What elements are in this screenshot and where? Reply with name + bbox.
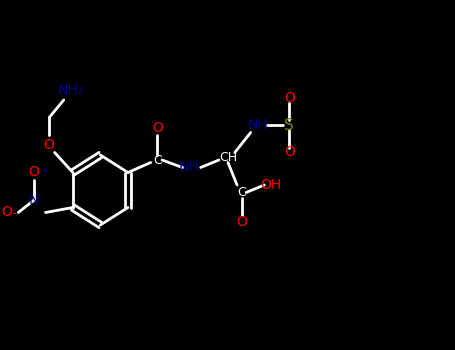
Text: O: O: [152, 120, 163, 134]
Text: NH: NH: [179, 161, 200, 175]
Text: NH₂: NH₂: [57, 83, 84, 97]
Text: C: C: [237, 186, 246, 199]
Text: +: +: [40, 167, 48, 176]
Text: NH: NH: [247, 118, 268, 132]
Text: O: O: [29, 166, 40, 180]
Text: OH: OH: [261, 178, 282, 192]
Text: -: -: [11, 207, 16, 220]
Text: C: C: [153, 154, 162, 167]
Text: O: O: [44, 138, 55, 152]
Text: N: N: [29, 193, 40, 207]
Text: O: O: [284, 146, 295, 160]
Text: CH: CH: [219, 151, 237, 164]
Text: O: O: [1, 205, 12, 219]
Text: O: O: [284, 91, 295, 105]
Text: O: O: [236, 216, 247, 230]
Text: S: S: [284, 118, 294, 133]
